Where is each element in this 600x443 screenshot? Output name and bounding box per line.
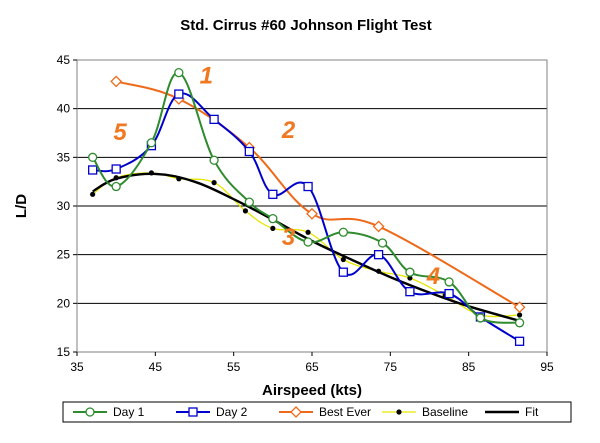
data-point-day-2 [338,267,348,277]
y-tick-label: 25 [57,248,71,262]
series-line-day-1 [91,71,520,324]
series-line-best-ever [115,80,521,309]
data-point-day-1 [88,152,98,162]
x-axis-label: Airspeed (kts) [262,382,362,399]
legend-item-day-1: Day 1 [73,405,145,419]
series-line-fit [92,172,520,323]
data-point-day-1 [111,181,121,192]
y-axis-ticks: 15 20 25 30 35 40 45 [57,53,77,359]
data-point-best-ever [306,207,318,220]
legend-item-fit: Fit [485,405,539,419]
data-point-best-ever [110,75,123,88]
annotation-label: 4 [426,263,440,290]
x-tick-label: 45 [149,360,163,374]
data-point-best-ever [372,220,385,233]
data-point-day-2 [303,181,313,192]
annotations: 1 2 3 4 5 [113,63,440,291]
data-point-baseline [340,256,346,263]
x-tick-label: 85 [462,360,476,374]
annotation-label: 1 [200,63,213,90]
series-day-2 [88,89,525,346]
data-point-baseline [242,208,249,214]
legend: Day 1 Day 2 Best Ever Baseline Fit [73,405,539,419]
data-point-best-ever [513,301,526,314]
annotation-label: 5 [113,119,127,146]
data-point-day-1 [514,318,525,328]
data-point-day-1 [303,237,313,247]
legend-item-best-ever: Best Ever [279,405,371,419]
series-layer [88,68,526,346]
series-line-day-2 [92,92,521,343]
legend-label: Day 1 [113,405,145,419]
data-point-day-1 [475,313,486,323]
data-point-day-1 [268,214,278,224]
series-best-ever [110,75,526,314]
y-tick-label: 40 [57,102,71,116]
data-point-day-2 [444,288,454,299]
legend-label: Best Ever [319,405,371,419]
legend-label: Day 2 [216,405,248,419]
data-point-baseline [270,225,276,231]
data-point-day-1 [405,267,415,277]
x-tick-label: 55 [227,360,241,374]
legend-label: Baseline [422,405,468,419]
data-point-baseline [90,191,96,197]
x-tick-label: 75 [384,360,398,374]
grid [77,59,547,304]
data-point-day-2 [88,165,98,175]
series-day-1 [88,68,525,328]
data-point-day-1 [146,138,157,148]
data-point-baseline [407,275,413,281]
x-axis-ticks: 35 45 55 65 75 85 95 [70,352,554,374]
y-axis-label: L/D [13,194,30,218]
data-point-day-1 [444,277,454,287]
y-tick-label: 35 [57,150,71,164]
legend-marker [396,409,402,415]
data-point-day-2 [244,146,254,157]
series-fit [92,172,520,323]
x-tick-label: 95 [540,360,554,374]
data-point-baseline [516,312,523,318]
legend-marker [188,407,198,417]
data-point-day-2 [209,114,219,125]
data-point-day-1 [209,155,219,165]
legend-marker [85,407,95,417]
data-point-day-1 [338,227,348,237]
x-tick-label: 65 [305,360,319,374]
data-point-baseline [305,229,311,235]
data-point-day-2 [268,189,278,199]
y-tick-label: 15 [57,345,71,359]
data-point-day-2 [111,164,121,174]
x-tick-label: 35 [70,360,84,374]
data-point-day-1 [244,197,254,207]
legend-box [62,401,572,423]
data-point-day-2 [174,89,184,99]
y-tick-label: 20 [57,296,71,310]
annotation-label: 3 [282,224,296,251]
y-tick-label: 45 [57,53,71,67]
data-point-day-1 [174,68,184,78]
data-point-day-2 [514,336,525,346]
data-point-baseline [211,180,217,186]
legend-item-baseline: Baseline [382,405,468,419]
data-point-day-2 [405,287,415,297]
chart-title: Std. Cirrus #60 Johnson Flight Test [180,17,431,34]
legend-item-day-2: Day 2 [176,405,248,419]
y-tick-label: 30 [57,199,71,213]
annotation-label: 2 [281,117,296,144]
legend-label: Fit [525,405,539,419]
legend-marker [290,406,302,418]
data-point-day-1 [377,238,388,248]
data-point-day-2 [373,250,384,260]
